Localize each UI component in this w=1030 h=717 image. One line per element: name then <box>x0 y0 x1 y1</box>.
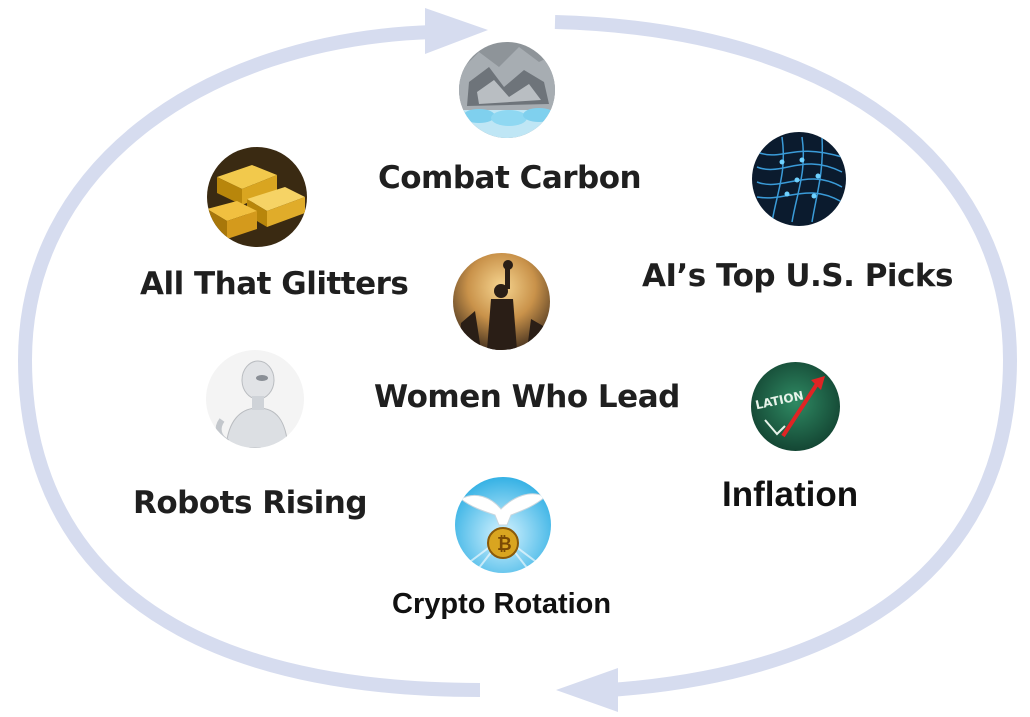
neural-network-icon <box>752 132 846 226</box>
statue-of-liberty-icon <box>453 253 550 350</box>
gold-bars-icon <box>207 147 307 247</box>
robot-icon <box>206 350 304 448</box>
theme-label-all-that-glitters: All That Glitters <box>140 266 409 302</box>
cycle-arrowhead-top <box>425 8 488 54</box>
cycle-arrowhead-bottom <box>556 668 618 712</box>
theme-label-ai-top-us-picks: AI’s Top U.S. Picks <box>642 258 954 294</box>
theme-label-combat-carbon: Combat Carbon <box>378 160 642 196</box>
ice-rock-icon <box>459 42 555 138</box>
theme-label-crypto-rotation: Crypto Rotation <box>392 588 612 620</box>
cycle-arrow-right <box>554 15 1018 697</box>
inflation-chart-icon: LATION <box>751 362 840 451</box>
theme-label-inflation: Inflation <box>722 475 859 514</box>
dove-bitcoin-icon: ₿ <box>455 477 551 573</box>
svg-text:₿: ₿ <box>497 534 512 555</box>
theme-label-robots-rising: Robots Rising <box>133 485 368 521</box>
theme-label-women-who-lead: Women Who Lead <box>374 379 680 415</box>
cycle-arrow-top-left <box>17 25 481 697</box>
